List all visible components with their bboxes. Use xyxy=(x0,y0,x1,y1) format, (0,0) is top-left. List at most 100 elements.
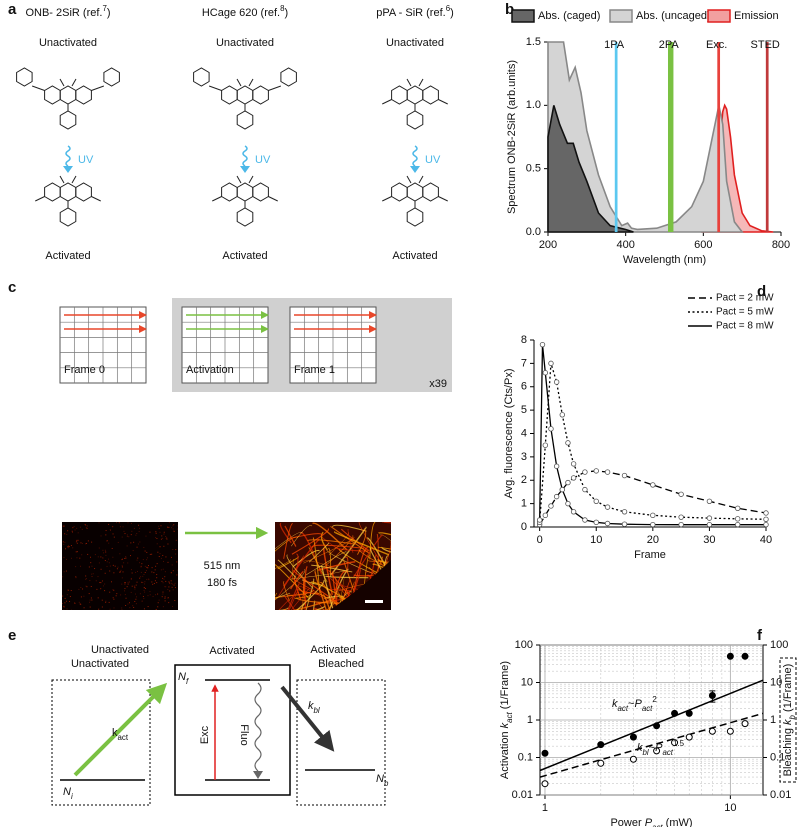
image-pixel xyxy=(147,595,149,597)
y-tick-label: 6 xyxy=(521,381,527,393)
image-pixel xyxy=(86,586,88,588)
molecule-title-part: ONB- 2SiR (ref. xyxy=(25,7,102,19)
uv-arrow-head xyxy=(410,166,420,173)
state-box xyxy=(51,679,151,806)
image-pixel xyxy=(63,543,65,545)
molecule-ring xyxy=(391,85,408,105)
image-pixel xyxy=(166,537,168,539)
image-pixel xyxy=(155,532,157,534)
image-pixel xyxy=(136,546,138,548)
molecule-bond xyxy=(59,175,65,184)
image-pixel xyxy=(134,588,136,590)
image-pixel xyxy=(128,536,130,538)
image-pixel xyxy=(130,534,132,536)
data-point xyxy=(553,463,560,469)
image-pixel xyxy=(103,552,105,554)
image-pixel xyxy=(75,551,77,553)
wavelength-line xyxy=(667,42,674,232)
level-label: Nf xyxy=(178,671,189,686)
molecule-ring xyxy=(44,85,61,105)
rate-label: kact xyxy=(112,727,129,742)
image-pixel xyxy=(63,609,65,610)
data-point xyxy=(582,469,588,475)
image-pixel xyxy=(82,588,84,590)
image-pixel xyxy=(144,591,146,593)
data-point xyxy=(650,521,656,528)
wavelength-label: 2PA xyxy=(659,39,680,51)
legend-label: Emission xyxy=(734,10,779,22)
fit-annotation: kact~Pact2 xyxy=(612,695,657,713)
image-pixel xyxy=(171,564,173,566)
filament xyxy=(303,536,355,564)
image-pixel xyxy=(104,583,106,585)
image-pixel xyxy=(79,603,81,605)
y2-tick-label: 0.1 xyxy=(770,751,785,763)
filament xyxy=(353,534,384,578)
image-pixel xyxy=(88,593,90,595)
image-pixel xyxy=(126,535,128,537)
image-pixel xyxy=(105,551,107,553)
image-pixel xyxy=(144,581,146,583)
pulse-label: 180 fs xyxy=(207,577,237,589)
image-pixel xyxy=(148,578,150,580)
molecule-ring xyxy=(236,110,254,130)
image-pixel xyxy=(124,584,126,586)
image-pixel xyxy=(89,580,91,582)
y-tick-label: 100 xyxy=(515,639,533,651)
data-point xyxy=(597,741,605,749)
image-pixel xyxy=(158,599,160,601)
data-point xyxy=(735,505,741,511)
image-pixel xyxy=(175,549,177,551)
image-pixel xyxy=(90,556,92,558)
filament xyxy=(288,587,300,610)
molecule-ring xyxy=(280,67,297,87)
image-pixel xyxy=(125,556,127,558)
image-pixel xyxy=(167,526,169,528)
image-pixel xyxy=(104,590,106,592)
y2-tick-label: 1 xyxy=(770,714,776,726)
image-pixel xyxy=(171,527,173,529)
image-pixel xyxy=(121,607,123,609)
image-pixel xyxy=(83,607,85,609)
y2-tick-label: 0.01 xyxy=(770,789,791,801)
filament xyxy=(378,532,391,536)
image-pixel xyxy=(142,581,144,583)
image-pixel xyxy=(160,569,162,571)
image-pixel xyxy=(67,546,69,548)
data-point xyxy=(671,709,679,717)
image-pixel xyxy=(140,566,142,568)
level-label-part: N xyxy=(178,671,186,683)
image-pixel xyxy=(134,586,136,588)
image-pixel xyxy=(143,598,145,600)
wavelength-label: Exc. xyxy=(706,39,727,51)
image-pixel xyxy=(121,565,123,567)
x-axis-label: Wavelength (nm) xyxy=(623,254,706,266)
rate-label-part: act xyxy=(118,733,129,742)
image-pixel xyxy=(157,606,159,608)
image-pixel xyxy=(177,528,178,530)
image-pixel xyxy=(72,531,74,533)
image-pixel xyxy=(135,593,137,595)
image-pixel xyxy=(88,566,90,568)
data-point xyxy=(685,709,693,717)
image-pixel xyxy=(85,578,87,580)
image-pixel xyxy=(71,557,73,559)
image-pixel xyxy=(102,549,104,551)
molecule-ring xyxy=(44,182,61,202)
image-pixel xyxy=(149,591,151,593)
image-pixel xyxy=(108,523,110,525)
x-axis-label: Frame xyxy=(634,549,666,561)
image-pixel xyxy=(162,554,164,556)
filament xyxy=(304,595,307,610)
data-point xyxy=(542,442,549,448)
image-pixel xyxy=(117,566,119,568)
image-pixel xyxy=(124,590,126,592)
filament xyxy=(277,559,297,578)
image-pixel xyxy=(69,600,71,602)
x-tick-label: 800 xyxy=(772,239,790,251)
level-label-part: f xyxy=(186,677,189,686)
image-pixel xyxy=(112,589,114,591)
y-tick-label: 1 xyxy=(521,498,527,510)
filament xyxy=(321,565,334,610)
y-tick-label: 4 xyxy=(521,427,527,439)
